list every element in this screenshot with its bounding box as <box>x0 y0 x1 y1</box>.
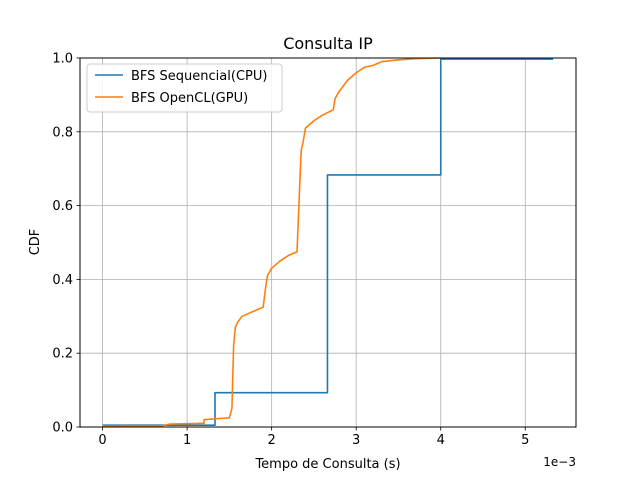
axis-ticks: 0 1 2 3 4 5 0.0 0.2 0.4 0.6 0.8 1.0 <box>52 52 529 449</box>
y-tick-label: 0.6 <box>52 199 73 214</box>
x-tick-label: 4 <box>437 433 445 448</box>
x-axis-label: Tempo de Consulta (s) <box>254 457 400 472</box>
plot-lines <box>102 57 554 428</box>
x-tick-label: 3 <box>352 433 360 448</box>
legend-label-gpu: BFS OpenCL(GPU) <box>131 91 248 106</box>
y-tick-label: 0.2 <box>52 347 73 362</box>
plot-frame <box>79 57 577 428</box>
y-tick-label: 0.8 <box>52 125 73 140</box>
series-line-gpu <box>102 57 441 428</box>
series-line-cpu <box>102 58 554 426</box>
y-axis-label: CDF <box>28 229 43 256</box>
x-axis-offset-label: 1e−3 <box>543 455 576 469</box>
y-tick-label: 0.0 <box>52 421 73 436</box>
x-tick-label: 2 <box>268 433 276 448</box>
x-tick-label: 5 <box>521 433 529 448</box>
legend-box <box>86 63 283 113</box>
x-tick-label: 0 <box>98 433 106 448</box>
legend: BFS Sequencial(CPU) BFS OpenCL(GPU) <box>86 63 283 113</box>
x-tick-label: 1 <box>183 433 191 448</box>
y-tick-label: 0.4 <box>52 273 73 288</box>
y-tick-label: 1.0 <box>52 52 73 67</box>
legend-label-cpu: BFS Sequencial(CPU) <box>131 69 267 84</box>
chart-title: Consulta IP <box>283 34 373 53</box>
